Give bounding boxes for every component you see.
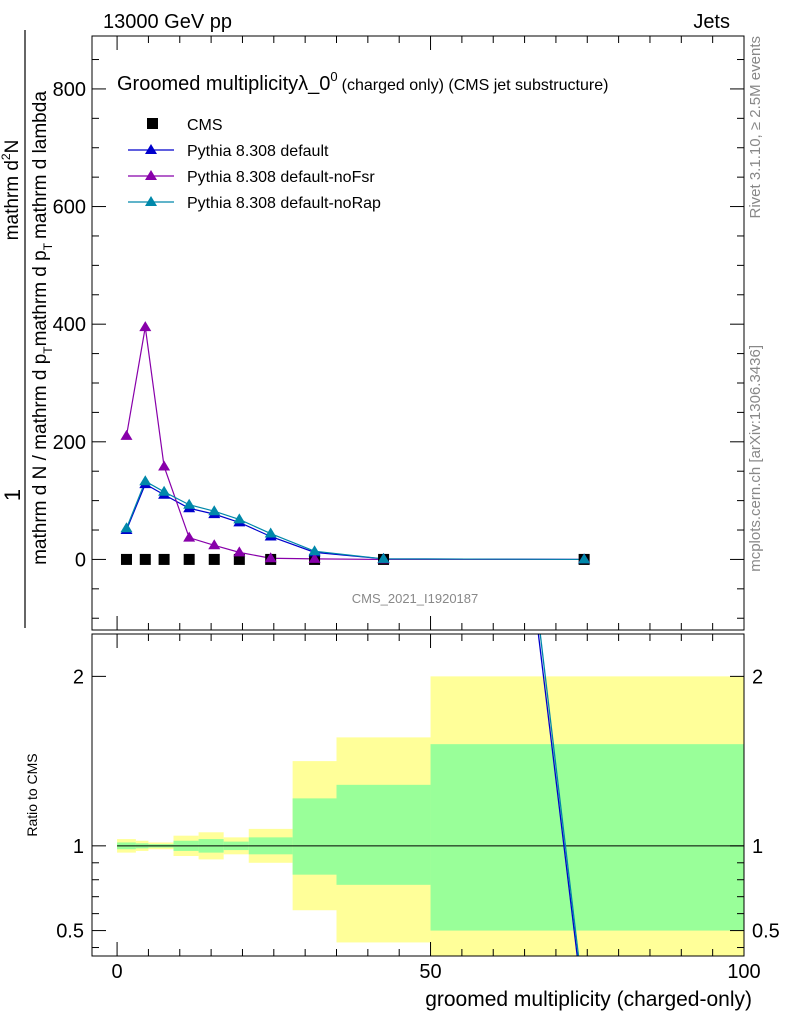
main-panel-frame <box>91 35 745 631</box>
series-3-point <box>183 498 196 509</box>
main-plot-area: 0 200 400 600 800 <box>53 36 745 630</box>
ratio-model-line-1 <box>539 633 580 957</box>
ratio-y-tick-label-right: 0.5 <box>752 921 780 943</box>
cms-point <box>158 553 170 565</box>
ylabel-denominator: mathrm d N / mathrm d pTmathrm d pTmathr… <box>30 91 55 565</box>
x-tick-label: 100 <box>727 961 760 983</box>
cms-point <box>233 553 245 565</box>
watermark: CMS_2021_I1920187 <box>352 591 479 606</box>
plot-title-lambda: λ_0 <box>298 73 330 95</box>
uncertainty-band-inner <box>336 784 431 885</box>
x-tick-label: 0 <box>112 961 123 983</box>
ylabel-fraction-one: 1 <box>0 489 25 501</box>
cms-point <box>183 553 195 565</box>
ratio-y-tick-label-right: 1 <box>752 836 763 858</box>
legend-marker-norap <box>145 196 157 206</box>
series-2-point <box>264 552 277 563</box>
uncertainty-band-inner <box>292 798 337 875</box>
series-3-point <box>208 505 221 516</box>
legend-label-cms: CMS <box>187 117 223 134</box>
series-2-point <box>308 552 321 563</box>
legend-marker-nofsr <box>145 170 157 180</box>
ratio-y-tick-label: 1 <box>73 836 84 858</box>
ratio-panel: 0.5 0.5 1 1 2 2 0 50 100 <box>56 633 780 983</box>
cms-point <box>120 553 132 565</box>
series-3-point <box>578 553 591 564</box>
y-tick-label: 0 <box>75 549 86 571</box>
series-2-point <box>233 546 246 557</box>
ratio-y-axis-label: Ratio to CMS <box>24 753 40 836</box>
main-y-axis-label: 1 mathrm d2N mathrm d N / mathrm d pTmat… <box>0 30 55 628</box>
series-line-3 <box>125 480 585 561</box>
y-tick-label: 800 <box>53 79 86 101</box>
y-tick-label: 600 <box>53 197 86 219</box>
ratio-plot-area: 0.5 0.5 1 1 2 2 0 50 100 <box>56 633 780 983</box>
y-tick-label: 200 <box>53 432 86 454</box>
series-2-point <box>139 321 152 332</box>
series-3-point <box>264 527 277 538</box>
legend: CMS Pythia 8.308 default Pythia 8.308 de… <box>128 117 381 212</box>
cms-point <box>208 553 220 565</box>
plot-title-main: Groomed multiplicity <box>117 73 298 95</box>
series-3-point <box>158 485 171 496</box>
plot-title: Groomed multiplicityλ_00 (charged only) (… <box>117 69 608 95</box>
y-tick-label: 400 <box>53 314 86 336</box>
legend-label-default: Pythia 8.308 default <box>187 143 329 160</box>
ratio-y-tick-label: 2 <box>73 666 84 688</box>
plot-title-sup: 0 <box>330 69 337 84</box>
series-line-2 <box>125 327 585 561</box>
header-right: Jets <box>693 11 730 33</box>
series-2-point <box>208 539 221 550</box>
series-2-point <box>158 460 171 471</box>
series-3-point <box>139 475 152 486</box>
rivet-label: Rivet 3.1.10, ≥ 2.5M events <box>747 36 764 219</box>
plot-title-paren: (charged only) (CMS jet substructure) <box>342 77 609 94</box>
series-2-point <box>183 531 196 542</box>
legend-marker-default <box>145 144 157 154</box>
x-tick-label: 50 <box>419 961 441 983</box>
ratio-y-tick-label-right: 2 <box>752 666 763 688</box>
legend-label-norap: Pythia 8.308 default-noRap <box>187 195 381 212</box>
series-2-point <box>120 429 133 440</box>
series-3-point <box>233 513 246 524</box>
cms-point <box>139 553 151 565</box>
x-axis-label: groomed multiplicity (charged-only) <box>425 988 752 1011</box>
legend-label-nofsr: Pythia 8.308 default-noFsr <box>187 169 375 186</box>
mcplots-label: mcplots.cern.ch [arXiv:1306.3436] <box>747 345 764 572</box>
series-3-point <box>120 522 133 533</box>
ylabel-numerator: mathrm d2N <box>0 140 23 241</box>
series-line-1 <box>125 483 585 561</box>
ratio-panel-frame <box>91 633 745 957</box>
uncertainty-band-inner <box>430 744 744 931</box>
series-3-point <box>377 552 390 563</box>
ratio-y-tick-label: 0.5 <box>56 921 84 943</box>
ratio-model-line-0 <box>537 633 578 957</box>
legend-marker-cms <box>147 118 158 129</box>
header-left: 13000 GeV pp <box>103 11 232 33</box>
series-3-point <box>308 545 321 556</box>
